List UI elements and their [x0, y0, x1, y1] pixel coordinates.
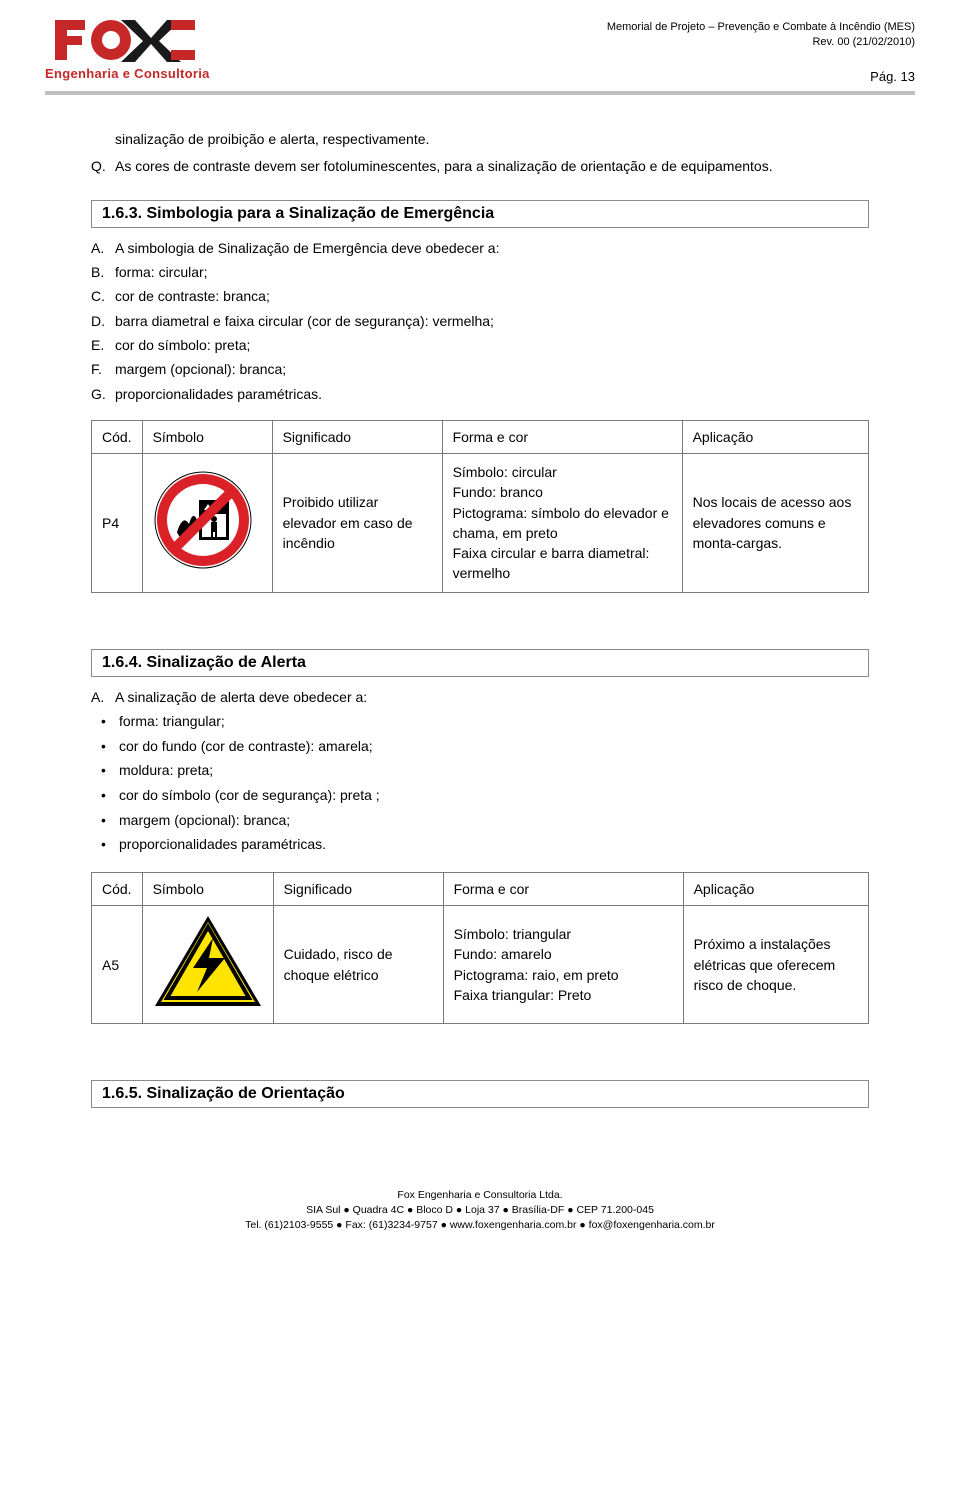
footer-line1: Fox Engenharia e Consultoria Ltda. — [45, 1188, 915, 1203]
intro-list: Q. As cores de contraste devem ser fotol… — [91, 156, 869, 176]
cell-significado: Cuidado, risco de choque elétrico — [273, 906, 443, 1024]
cell-aplicacao: Próximo a instalações elétricas que ofer… — [683, 906, 868, 1024]
warning-electric-icon — [153, 914, 263, 1010]
table-row: P4 — [92, 453, 869, 592]
th-simbolo: Símbolo — [142, 420, 272, 453]
cell-forma: Símbolo: triangular Fundo: amarelo Picto… — [443, 906, 683, 1024]
list-item: Q. As cores de contraste devem ser fotol… — [91, 156, 869, 176]
cell-cod: P4 — [92, 453, 143, 592]
header-meta: Memorial de Projeto – Prevenção e Combat… — [607, 20, 915, 85]
th-significado: Significado — [273, 873, 443, 906]
content: sinalização de proibição e alerta, respe… — [45, 95, 915, 1128]
list-item: margem (opcional): branca; — [119, 810, 869, 832]
section-164-bullets: forma: triangular; cor do fundo (cor de … — [91, 711, 869, 856]
list-item: proporcionalidades paramétricas. — [119, 834, 869, 856]
list-text: As cores de contraste devem ser fotolumi… — [115, 156, 773, 176]
section-163-title: 1.6.3. Simbologia para a Sinalização de … — [91, 200, 869, 228]
footer-line3: Tel. (61)2103-9555 ● Fax: (61)3234-9757 … — [45, 1218, 915, 1233]
table-header-row: Cód. Símbolo Significado Forma e cor Apl… — [92, 873, 869, 906]
list-marker: Q. — [91, 156, 115, 176]
section-164-title: 1.6.4. Sinalização de Alerta — [91, 649, 869, 677]
th-significado: Significado — [272, 420, 442, 453]
list-item: forma: triangular; — [119, 711, 869, 733]
list-item: cor do fundo (cor de contraste): amarela… — [119, 736, 869, 758]
list-item: C.cor de contraste: branca; — [91, 286, 869, 306]
list-item: moldura: preta; — [119, 760, 869, 782]
th-forma: Forma e cor — [443, 873, 683, 906]
cell-cod: A5 — [92, 906, 143, 1024]
fox-logo-icon — [53, 18, 201, 64]
list-item: A. A sinalização de alerta deve obedecer… — [91, 687, 869, 707]
header-meta-line1: Memorial de Projeto – Prevenção e Combat… — [607, 20, 915, 35]
header-meta-line2: Rev. 00 (21/02/2010) — [607, 35, 915, 50]
th-forma: Forma e cor — [442, 420, 682, 453]
list-item: D.barra diametral e faixa circular (cor … — [91, 311, 869, 331]
section-164-lead: A. A sinalização de alerta deve obedecer… — [91, 687, 869, 707]
cell-symbol — [142, 906, 273, 1024]
section-165-title: 1.6.5. Sinalização de Orientação — [91, 1080, 869, 1108]
table-a5: Cód. Símbolo Significado Forma e cor Apl… — [91, 872, 869, 1024]
list-item: E.cor do símbolo: preta; — [91, 335, 869, 355]
page: Engenharia e Consultoria Memorial de Pro… — [0, 0, 960, 1262]
table-header-row: Cód. Símbolo Significado Forma e cor Apl… — [92, 420, 869, 453]
cell-forma: Símbolo: circular Fundo: branco Pictogra… — [442, 453, 682, 592]
cell-aplicacao: Nos locais de acesso aos elevadores comu… — [682, 453, 868, 592]
logo-tagline: Engenharia e Consultoria — [45, 66, 210, 81]
th-cod: Cód. — [92, 420, 143, 453]
page-header: Engenharia e Consultoria Memorial de Pro… — [45, 18, 915, 85]
section-163-list: A.A simbologia de Sinalização de Emergên… — [91, 238, 869, 404]
th-aplicacao: Aplicação — [683, 873, 868, 906]
table-p4: Cód. Símbolo Significado Forma e cor Apl… — [91, 420, 869, 593]
th-aplicacao: Aplicação — [682, 420, 868, 453]
page-footer: Fox Engenharia e Consultoria Ltda. SIA S… — [45, 1188, 915, 1232]
logo-block: Engenharia e Consultoria — [45, 18, 210, 81]
list-item: A.A simbologia de Sinalização de Emergên… — [91, 238, 869, 258]
th-cod: Cód. — [92, 873, 143, 906]
th-simbolo: Símbolo — [142, 873, 273, 906]
page-number: Pág. 13 — [607, 68, 915, 86]
list-item: F.margem (opcional): branca; — [91, 359, 869, 379]
list-item: G.proporcionalidades paramétricas. — [91, 384, 869, 404]
list-item: B.forma: circular; — [91, 262, 869, 282]
intro-p1: sinalização de proibição e alerta, respe… — [115, 129, 869, 149]
prohibition-elevator-icon — [153, 470, 253, 570]
table-row: A5 Cuidado, risco de choque elétrico Sím… — [92, 906, 869, 1024]
cell-symbol — [142, 453, 272, 592]
cell-significado: Proibido utilizar elevador em caso de in… — [272, 453, 442, 592]
footer-line2: SIA Sul ● Quadra 4C ● Bloco D ● Loja 37 … — [45, 1203, 915, 1218]
list-item: cor do símbolo (cor de segurança): preta… — [119, 785, 869, 807]
